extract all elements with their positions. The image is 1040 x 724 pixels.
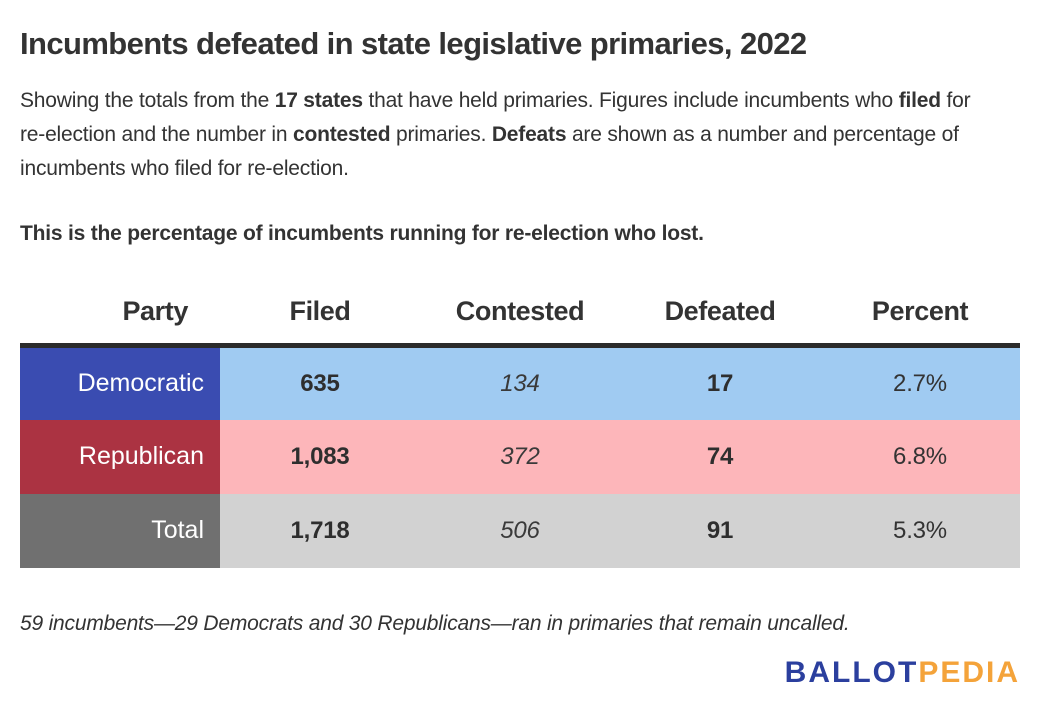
infographic: Incumbents defeated in state legislative… <box>20 26 1020 689</box>
filed-value: 1,718 <box>220 493 420 568</box>
table-row-total: Total 1,718 506 91 5.3% <box>20 493 1020 568</box>
results-table: Party Filed Contested Defeated Percent D… <box>20 296 1020 568</box>
logo-pedia-text: PEDIA <box>918 655 1020 689</box>
table-header-row: Party Filed Contested Defeated Percent <box>20 296 1020 348</box>
party-label: Republican <box>20 419 220 494</box>
party-label: Democratic <box>20 345 220 420</box>
header-cell-filed: Filed <box>220 296 420 348</box>
header-cell-percent: Percent <box>820 296 1020 348</box>
defeated-value: 17 <box>620 345 820 420</box>
header-cell-party: Party <box>20 296 220 348</box>
table-row-republican: Republican 1,083 372 74 6.8% <box>20 419 1020 494</box>
defeated-value: 74 <box>620 419 820 494</box>
contested-value: 506 <box>420 493 620 568</box>
filed-value: 635 <box>220 345 420 420</box>
percent-value: 2.7% <box>820 345 1020 420</box>
page-title: Incumbents defeated in state legislative… <box>20 26 807 61</box>
ballotpedia-logo: BALLOTPEDIA <box>20 655 1020 689</box>
logo-ballot-text: BALLOT <box>784 655 919 689</box>
header-cell-defeated: Defeated <box>620 296 820 348</box>
contested-value: 372 <box>420 419 620 494</box>
description-text: Showing the totals from the 17 states th… <box>20 89 971 180</box>
filed-value: 1,083 <box>220 419 420 494</box>
subtitle-text: This is the percentage of incumbents run… <box>20 222 704 245</box>
percent-value: 6.8% <box>820 419 1020 494</box>
defeated-value: 91 <box>620 493 820 568</box>
table-row-democratic: Democratic 635 134 17 2.7% <box>20 345 1020 420</box>
header-cell-contested: Contested <box>420 296 620 348</box>
party-label: Total <box>20 493 220 568</box>
percent-value: 5.3% <box>820 493 1020 568</box>
contested-value: 134 <box>420 345 620 420</box>
footnote-text: 59 incumbents—29 Democrats and 30 Republ… <box>20 611 850 635</box>
